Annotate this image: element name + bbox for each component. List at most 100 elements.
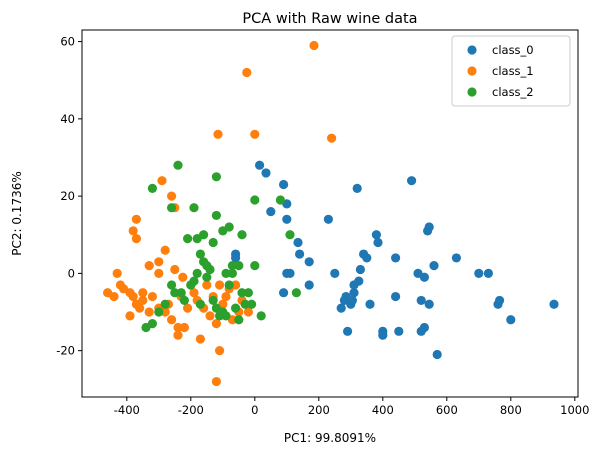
class_0-point: [416, 295, 426, 306]
class_2-point: [237, 230, 247, 240]
class_2-point: [211, 172, 221, 182]
class_0-point: [231, 253, 241, 263]
class_0-point: [549, 299, 559, 309]
class_1-point: [170, 264, 180, 275]
class_1-point: [144, 261, 154, 271]
class_2-point: [231, 303, 241, 313]
class_0-point: [354, 276, 364, 286]
class_0-point: [451, 253, 461, 263]
class_2-point: [183, 234, 193, 244]
class_0-point: [424, 299, 434, 309]
class_2-point: [227, 261, 237, 271]
class_1-point: [128, 226, 138, 236]
y-tick-label: 20: [60, 189, 75, 203]
class_2-point: [179, 295, 189, 306]
class_1-point: [215, 346, 225, 356]
class_2-point: [234, 315, 244, 325]
class_2-point: [189, 276, 199, 286]
class_0-point: [429, 261, 439, 271]
class_0-point: [266, 206, 276, 217]
class_2-point: [167, 203, 177, 213]
class_1-point: [179, 322, 189, 333]
class_1-legend-marker: [467, 66, 477, 76]
legend-box: [451, 35, 571, 107]
class_1-point: [135, 303, 145, 313]
class_0-point: [330, 268, 340, 278]
class_1-point: [160, 245, 170, 255]
class_2-point: [154, 307, 164, 317]
y-axis-label: PC2: 0.1736%: [10, 171, 24, 256]
x-tick-label: 600: [436, 403, 458, 417]
class_1-point: [131, 234, 141, 244]
class_2-point: [243, 288, 253, 298]
class_0-point: [371, 230, 381, 240]
class_0-point: [323, 214, 333, 224]
class_1-point: [195, 334, 205, 344]
class_1-point: [250, 129, 260, 139]
class_2-legend-marker: [467, 87, 477, 97]
x-tick-label: -400: [114, 403, 140, 417]
class_1-point: [147, 291, 157, 302]
y-tick-label: 60: [60, 35, 75, 49]
class_0-point: [419, 322, 429, 333]
class_2-point: [202, 272, 212, 282]
class_0-point: [279, 288, 289, 298]
class_1-point: [231, 280, 241, 290]
class_1-point: [211, 319, 221, 329]
class_2-point: [208, 295, 218, 306]
class_1-point: [125, 311, 135, 321]
class_0-point: [255, 160, 265, 170]
x-tick-label: 400: [372, 403, 394, 417]
class_0-legend-marker: [467, 45, 477, 55]
class_1-point: [183, 303, 193, 313]
class_0-point: [365, 299, 375, 309]
class_0-point: [483, 268, 493, 278]
x-axis-label: PC1: 99.8091%: [284, 431, 376, 445]
class_0-point: [495, 295, 505, 306]
class_1-point: [157, 176, 167, 186]
class_0-point: [304, 280, 314, 290]
class_1-point: [144, 307, 154, 317]
class_2-point: [173, 160, 183, 170]
class_2-point: [199, 230, 209, 240]
class_0-point: [394, 326, 404, 336]
class_2-point: [250, 195, 260, 205]
class_2-point: [250, 261, 260, 271]
class_1-point: [154, 268, 164, 278]
class_2-point: [195, 299, 205, 309]
class_2-point: [240, 299, 250, 309]
class_2-point: [224, 222, 234, 232]
class_2-point: [256, 311, 266, 321]
y-tick-label: -20: [56, 344, 75, 358]
class_2-point: [170, 288, 180, 298]
points-layer: [103, 40, 559, 387]
class_1-point: [167, 191, 177, 201]
class_1-point: [173, 330, 183, 340]
x-tick-label: 800: [500, 403, 522, 417]
class_2-point: [224, 280, 234, 290]
class_1-point: [243, 307, 253, 317]
class_1-point: [215, 280, 225, 290]
class_0-point: [343, 326, 353, 336]
class_0-point: [391, 253, 401, 263]
class_2-point: [205, 264, 215, 275]
class_0-point: [285, 268, 295, 278]
class_2-point: [167, 280, 177, 290]
class_0-point: [419, 272, 429, 282]
class_0-point: [424, 222, 434, 232]
class_1-point: [327, 133, 337, 143]
legend-label: class_0: [492, 43, 534, 57]
class_0-point: [304, 257, 314, 267]
class_2-point: [208, 237, 218, 248]
plot-frame: [81, 29, 579, 398]
class_0-point: [506, 315, 516, 325]
class_1-point: [242, 67, 252, 78]
class_2-point: [234, 261, 244, 271]
class_0-point: [355, 264, 365, 275]
class_1-point: [211, 376, 221, 387]
y-tick-label: 0: [68, 266, 75, 280]
class_0-point: [282, 214, 292, 224]
class_1-point: [131, 214, 141, 224]
class_0-point: [261, 168, 271, 178]
class_1-point: [309, 40, 319, 51]
